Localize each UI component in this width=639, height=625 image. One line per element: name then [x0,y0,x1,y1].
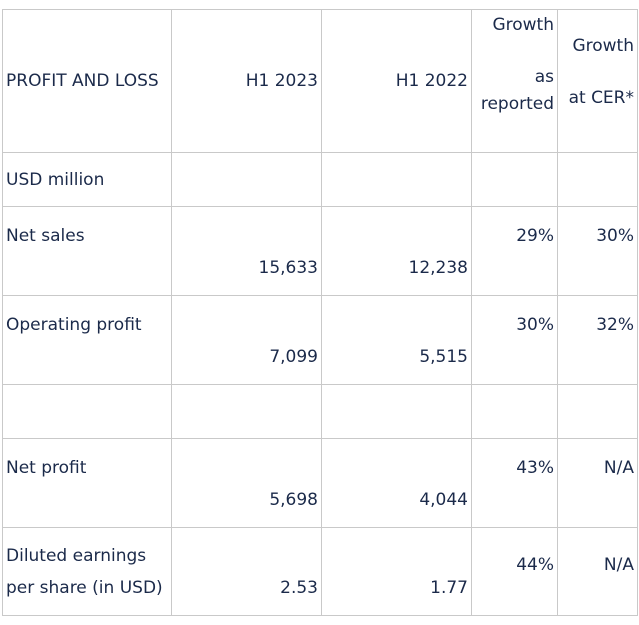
value-h1-2023: 15,633 [171,206,322,296]
table-row: Net profit 5,698 4,044 43% N/A [2,438,638,528]
value-growth-reported: 44% [471,527,558,616]
value-h1-2022: 4,044 [321,438,472,528]
value-growth-reported: 30% [471,295,558,385]
table-row: USD million [2,152,638,207]
value-growth-cer: 30% [557,206,638,296]
unit-label: USD million [2,152,172,207]
value-h1-2023: 2.53 [171,527,322,616]
header-growth-as-reported: Growth as reported [471,9,558,153]
header-growth-line2: Growth [572,36,634,56]
profit-and-loss-table: PROFIT AND LOSS H1 2023 H1 2022 Growth a… [2,9,638,616]
header-h1-2022: H1 2022 [321,9,472,153]
value-h1-2022: 1.77 [321,527,472,616]
row-label-line2: per share (in USD) [6,577,163,598]
value-h1-2022: 12,238 [321,206,472,296]
header-at-cer-line: at CER* [568,88,634,108]
value-h1-2022: 5,515 [321,295,472,385]
empty-cell [471,152,558,207]
table-row: Operating profit 7,099 5,515 30% 32% [2,295,638,385]
header-h1-2023: H1 2023 [171,9,322,153]
empty-cell [471,384,558,439]
value-growth-reported: 43% [471,438,558,528]
header-as-line: as [534,67,554,87]
table-header-row: PROFIT AND LOSS H1 2023 H1 2022 Growth a… [2,9,638,153]
table-row [2,384,638,439]
row-label: Operating profit [2,295,172,385]
value-growth-cer: N/A [557,438,638,528]
table-row: Diluted earnings per share (in USD) 2.53… [2,527,638,616]
value-growth-cer: 32% [557,295,638,385]
header-growth-at-cer: Growth at CER* [557,9,638,153]
empty-cell [321,152,472,207]
header-reported-line: reported [480,94,554,114]
empty-cell [557,384,638,439]
value-growth-reported: 29% [471,206,558,296]
empty-cell [2,384,172,439]
empty-cell [171,384,322,439]
row-label: Net sales [2,206,172,296]
table-row: Net sales 15,633 12,238 29% 30% [2,206,638,296]
header-profit-and-loss: PROFIT AND LOSS [2,9,172,153]
header-growth-line1: Growth [492,15,554,35]
empty-cell [321,384,472,439]
row-label: Net profit [2,438,172,528]
row-label: Diluted earnings per share (in USD) [2,527,172,616]
value-growth-cer: N/A [557,527,638,616]
value-h1-2023: 5,698 [171,438,322,528]
empty-cell [171,152,322,207]
row-label-line1: Diluted earnings [6,545,147,566]
empty-cell [557,152,638,207]
value-h1-2023: 7,099 [171,295,322,385]
